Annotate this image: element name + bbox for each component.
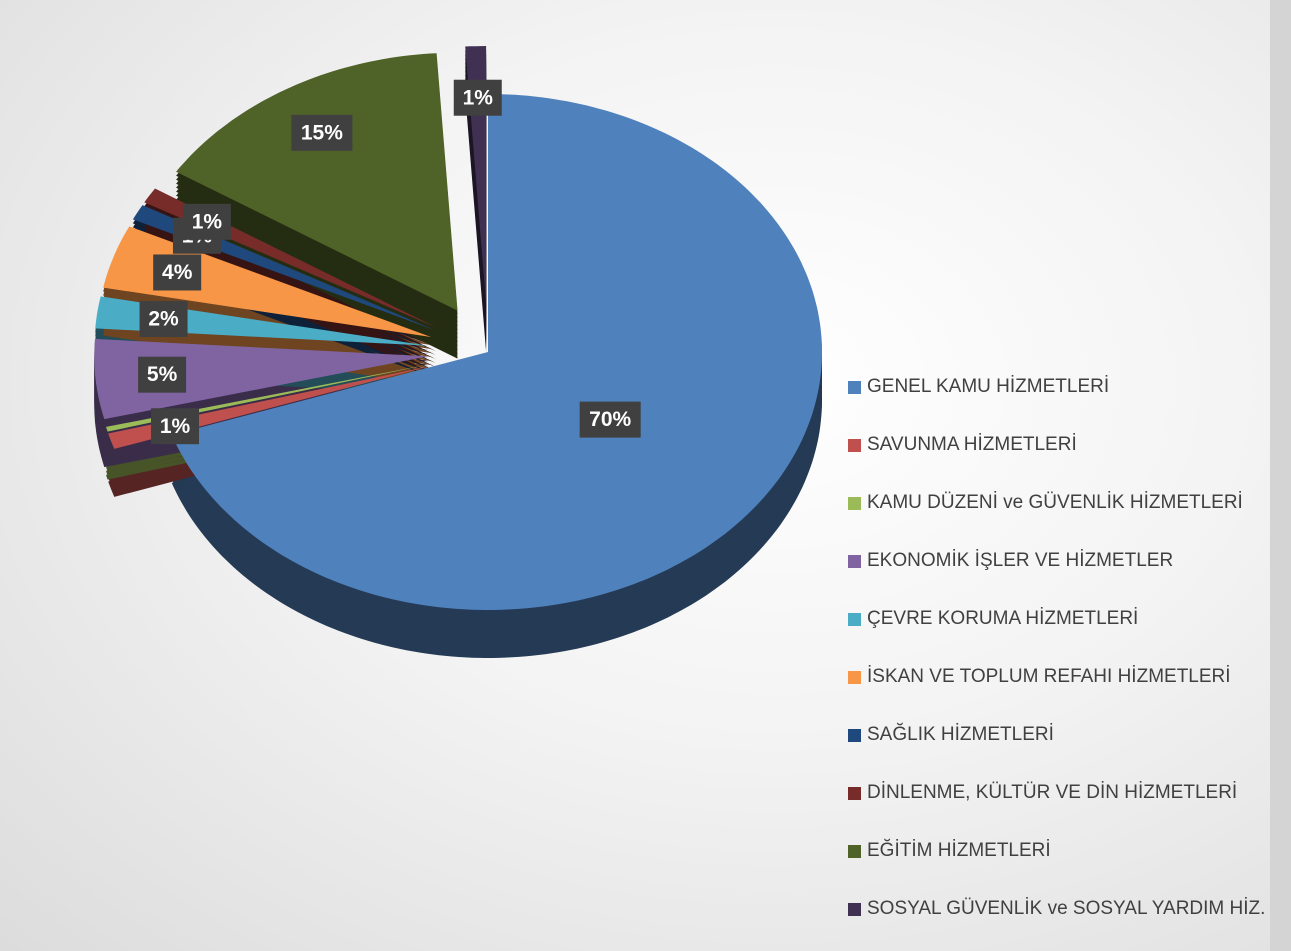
legend-swatch <box>848 903 861 916</box>
legend-swatch <box>848 729 861 742</box>
data-label: 5% <box>147 363 178 386</box>
data-label-box <box>182 203 231 240</box>
legend: GENEL KAMU HİZMETLERİ SAVUNMA HİZMETLERİ K… <box>848 376 1268 951</box>
legend-label: KAMU DÜZENİ ve GÜVENLİK HİZMETLERİ <box>867 492 1243 513</box>
legend-item: GENEL KAMU HİZMETLERİ <box>848 376 1268 434</box>
legend-swatch <box>848 497 861 510</box>
data-label: 2% <box>148 308 179 331</box>
legend-swatch <box>848 439 861 452</box>
legend-item: ÇEVRE KORUMA HİZMETLERİ <box>848 608 1268 666</box>
legend-label: DİNLENME, KÜLTÜR VE DİN HİZMETLERİ <box>867 782 1238 803</box>
legend-label: SAVUNMA HİZMETLERİ <box>867 434 1077 455</box>
legend-label: İSKAN VE TOPLUM REFAHI HİZMETLERİ <box>867 666 1231 687</box>
legend-item: İSKAN VE TOPLUM REFAHI HİZMETLERİ <box>848 666 1268 724</box>
data-label-box <box>453 79 502 116</box>
data-label: 1% <box>192 210 223 233</box>
legend-swatch <box>848 787 861 800</box>
data-label-box <box>151 408 200 445</box>
data-label: 15% <box>301 121 343 144</box>
slice-tops <box>94 46 822 610</box>
legend-item: SAĞLIK HİZMETLERİ <box>848 724 1268 782</box>
legend-label: SAĞLIK HİZMETLERİ <box>867 724 1054 745</box>
legend-swatch <box>848 671 861 684</box>
legend-item: SOSYAL GÜVENLİK ve SOSYAL YARDIM HİZ. <box>848 898 1268 951</box>
slice <box>103 226 432 337</box>
legend-label: GENEL KAMU HİZMETLERİ <box>867 376 1110 397</box>
background-strip <box>1270 0 1291 951</box>
data-labels: 70%1%5%2%4%1%1%15%1% <box>138 79 641 445</box>
data-label: 4% <box>162 261 193 284</box>
legend-swatch <box>848 381 861 394</box>
slice <box>171 94 822 610</box>
legend-label: SOSYAL GÜVENLİK ve SOSYAL YARDIM HİZ. <box>867 898 1266 919</box>
data-label: 1% <box>463 86 494 109</box>
data-label-box <box>579 401 641 438</box>
legend-label: EKONOMİK İŞLER VE HİZMETLER <box>867 550 1174 571</box>
legend-item: DİNLENME, KÜLTÜR VE DİN HİZMETLERİ <box>848 782 1268 840</box>
legend-item: KAMU DÜZENİ ve GÜVENLİK HİZMETLERİ <box>848 492 1268 550</box>
legend-label: ÇEVRE KORUMA HİZMETLERİ <box>867 608 1139 629</box>
data-label: 70% <box>589 408 631 431</box>
slice <box>176 53 458 311</box>
data-label-box <box>138 356 187 393</box>
legend-swatch <box>848 613 861 626</box>
data-label: 1% <box>160 415 191 438</box>
legend-item: EKONOMİK İŞLER VE HİZMETLER <box>848 550 1268 608</box>
legend-item: EĞİTİM HİZMETLERİ <box>848 840 1268 898</box>
legend-swatch <box>848 555 861 568</box>
data-label-box <box>153 254 202 291</box>
legend-swatch <box>848 845 861 858</box>
data-label-box <box>291 114 353 151</box>
legend-item: SAVUNMA HİZMETLERİ <box>848 434 1268 492</box>
data-label-box <box>139 301 188 338</box>
legend-label: EĞİTİM HİZMETLERİ <box>867 840 1051 861</box>
